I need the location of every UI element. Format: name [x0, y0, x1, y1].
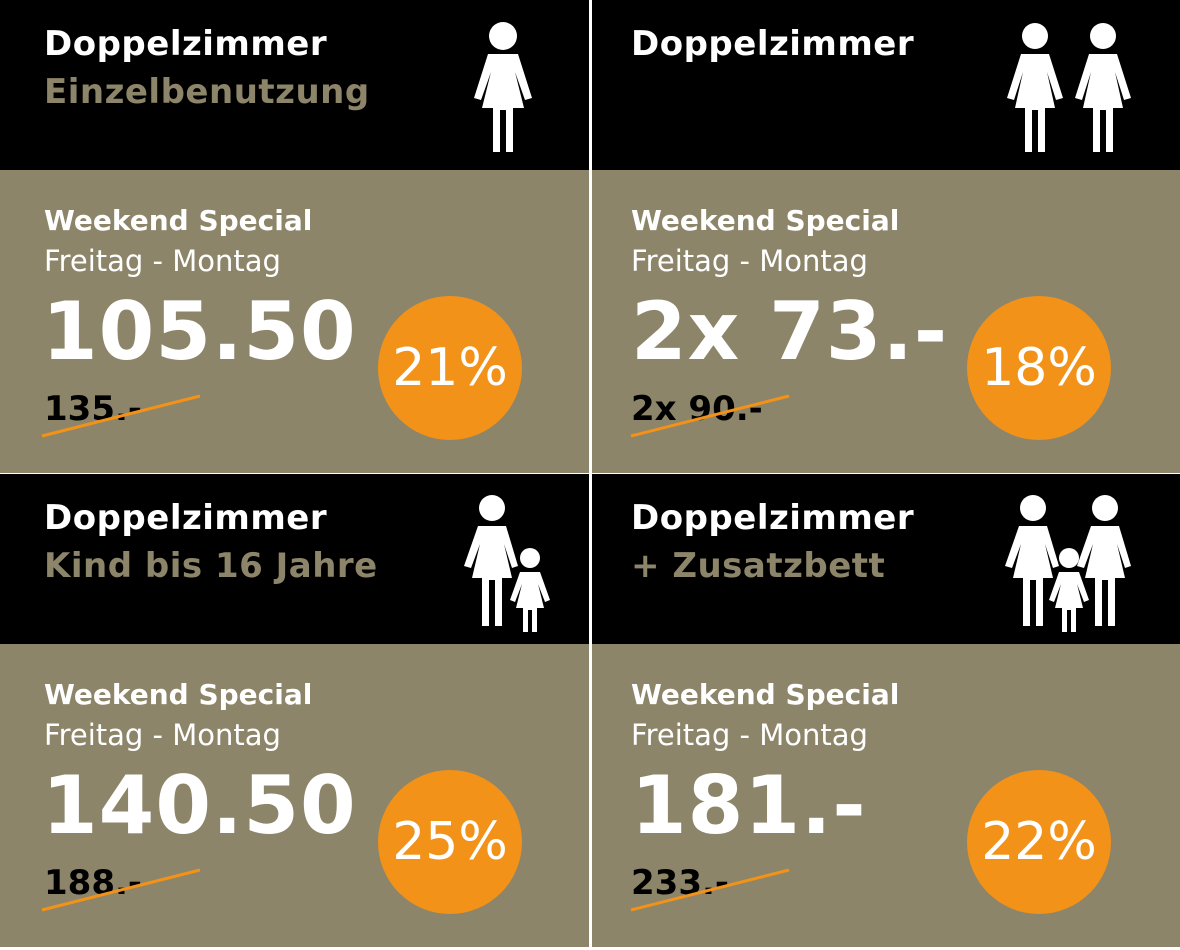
room-title: Doppelzimmer	[631, 498, 915, 538]
strike-line	[630, 868, 790, 912]
room-title: Doppelzimmer	[631, 24, 915, 64]
family-icon	[1005, 495, 1131, 632]
card-header: Doppelzimmer Einzelbenutzung	[0, 0, 589, 170]
days-label: Freitag - Montag	[631, 718, 868, 752]
price: 2x 73.-	[631, 285, 949, 378]
card-header: Doppelzimmer	[591, 0, 1180, 170]
single-person-icon	[474, 22, 532, 152]
card-body: Weekend Special Freitag - Montag 181.- 2…	[591, 644, 1180, 947]
discount-badge: 18%	[967, 296, 1111, 440]
room-subtitle: Kind bis 16 Jahre	[44, 546, 378, 586]
price: 140.50	[42, 759, 357, 852]
room-subtitle: Einzelbenutzung	[44, 72, 370, 112]
adult-child-icon	[464, 495, 550, 632]
two-persons-icon	[1007, 23, 1131, 152]
special-label: Weekend Special	[631, 204, 900, 237]
days-label: Freitag - Montag	[44, 244, 281, 278]
days-label: Freitag - Montag	[631, 244, 868, 278]
strike-line	[630, 394, 790, 438]
price: 105.50	[42, 285, 357, 378]
strike-line	[41, 394, 201, 438]
old-price: 233.-	[631, 863, 729, 903]
discount-badge: 25%	[378, 770, 522, 914]
room-subtitle: + Zusatzbett	[631, 546, 886, 586]
special-label: Weekend Special	[631, 678, 900, 711]
special-label: Weekend Special	[44, 678, 313, 711]
discount-badge: 22%	[967, 770, 1111, 914]
card-body: Weekend Special Freitag - Montag 2x 73.-…	[591, 170, 1180, 473]
room-title: Doppelzimmer	[44, 24, 328, 64]
old-price: 188.-	[44, 863, 142, 903]
card-body: Weekend Special Freitag - Montag 105.50 …	[0, 170, 589, 473]
card-header: Doppelzimmer + Zusatzbett	[591, 474, 1180, 644]
discount-badge: 21%	[378, 296, 522, 440]
room-title: Doppelzimmer	[44, 498, 328, 538]
old-price: 135.-	[44, 389, 142, 429]
price: 181.-	[631, 759, 867, 852]
card-header: Doppelzimmer Kind bis 16 Jahre	[0, 474, 589, 644]
column-divider	[589, 0, 592, 950]
days-label: Freitag - Montag	[44, 718, 281, 752]
special-label: Weekend Special	[44, 204, 313, 237]
strike-line	[41, 868, 201, 912]
card-body: Weekend Special Freitag - Montag 140.50 …	[0, 644, 589, 947]
